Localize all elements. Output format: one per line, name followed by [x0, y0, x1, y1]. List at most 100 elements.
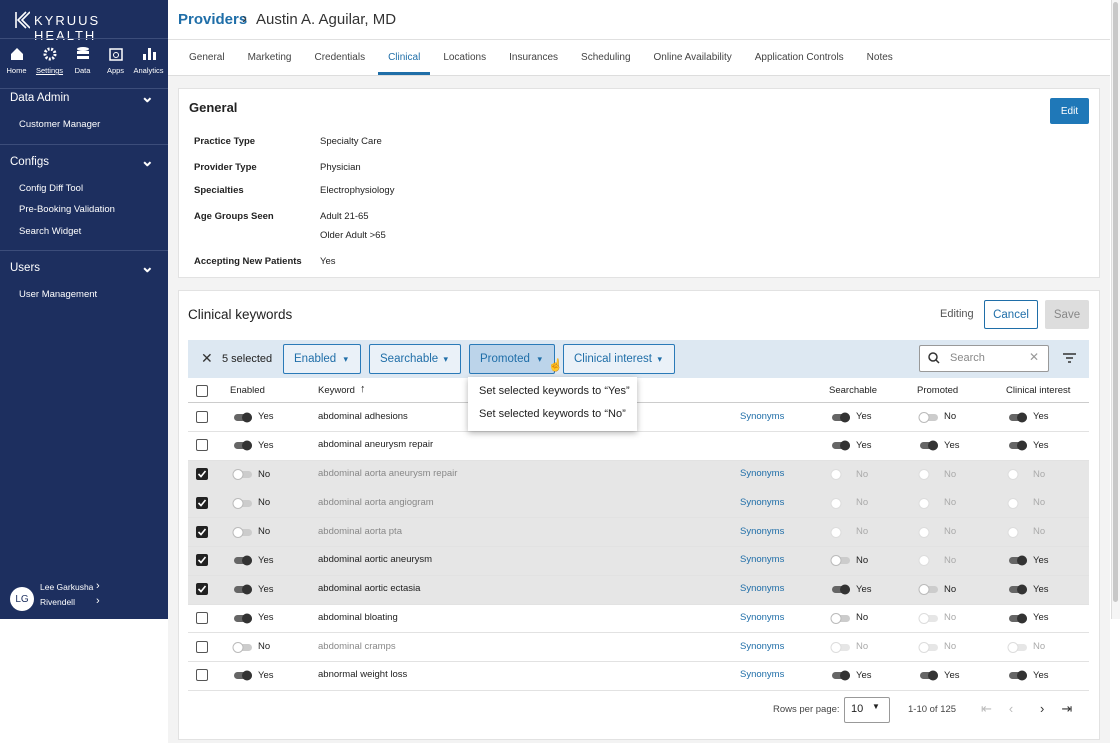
row-checkbox[interactable] [196, 669, 208, 682]
user-org[interactable]: Rivendell [40, 597, 75, 607]
tab[interactable]: Clinical [388, 52, 421, 63]
section-item[interactable]: Search Widget [19, 225, 82, 237]
enabled-toggle[interactable]: Yes [232, 611, 274, 625]
promoted-toggle[interactable]: No [918, 410, 956, 424]
user-name[interactable]: Lee Garkusha [40, 582, 94, 592]
searchable-toggle[interactable]: Yes [830, 668, 872, 682]
enabled-toggle[interactable]: No [232, 525, 270, 539]
clinical-toggle[interactable]: No [1007, 467, 1045, 481]
enabled-toggle[interactable]: No [232, 467, 270, 481]
filter-icon[interactable] [1063, 353, 1076, 363]
promoted-toggle[interactable]: No [918, 525, 956, 539]
enabled-toggle[interactable]: Yes [232, 582, 274, 596]
searchable-toggle[interactable]: No [830, 611, 868, 625]
synonyms-link[interactable]: Synonyms [740, 468, 785, 479]
tab[interactable]: Marketing [247, 52, 292, 63]
filter-button[interactable]: Promoted ▾ [469, 344, 555, 374]
searchable-toggle[interactable]: No [830, 525, 868, 539]
promoted-toggle[interactable]: No [918, 640, 956, 654]
filter-button[interactable]: Searchable ▾ [369, 344, 461, 374]
pager-back[interactable]: ⇤‹ [981, 701, 1031, 716]
column-header[interactable]: Promoted [917, 385, 959, 396]
clinical-toggle[interactable]: Yes [1007, 611, 1049, 625]
pager-forward[interactable]: ›⇥ [1040, 701, 1090, 716]
section-header[interactable]: Configs ⌄ [10, 152, 154, 170]
synonyms-link[interactable]: Synonyms [740, 583, 785, 594]
clinical-toggle[interactable]: Yes [1007, 438, 1049, 452]
cancel-button[interactable]: Cancel [984, 300, 1038, 329]
searchable-toggle[interactable]: No [830, 496, 868, 510]
promoted-toggle[interactable]: No [918, 467, 956, 481]
clinical-toggle[interactable]: No [1007, 640, 1045, 654]
row-checkbox[interactable] [196, 525, 208, 538]
tab[interactable]: Locations [443, 52, 487, 63]
row-checkbox[interactable] [196, 611, 208, 624]
section-item[interactable]: Pre-Booking Validation [19, 204, 115, 215]
clinical-toggle[interactable]: Yes [1007, 410, 1049, 424]
searchable-toggle[interactable]: Yes [830, 582, 872, 596]
enabled-toggle[interactable]: No [232, 640, 270, 654]
section-header[interactable]: Data Admin ⌄ [10, 89, 154, 106]
synonyms-link[interactable]: Synonyms [740, 554, 785, 566]
tab[interactable]: General [189, 52, 225, 63]
avatar[interactable]: LG [10, 587, 34, 611]
synonyms-link[interactable]: Synonyms [740, 640, 785, 652]
column-header[interactable]: Searchable [829, 385, 878, 396]
page-size-select[interactable] [844, 697, 890, 723]
synonyms-link[interactable]: Synonyms [740, 496, 785, 508]
row-checkbox[interactable] [196, 554, 208, 567]
enabled-toggle[interactable]: Yes [232, 438, 274, 452]
section-item[interactable]: Config Diff Tool [19, 182, 84, 194]
nav-item[interactable]: Analytics [132, 46, 165, 75]
tab[interactable]: Insurances [509, 52, 559, 63]
row-checkbox[interactable] [196, 496, 208, 509]
clinical-toggle[interactable]: Yes [1007, 668, 1049, 682]
search-box[interactable] [919, 345, 1049, 372]
synonyms-link[interactable]: Synonyms [740, 525, 785, 537]
promoted-toggle[interactable]: No [918, 582, 956, 596]
clinical-toggle[interactable]: Yes [1007, 553, 1049, 567]
tab[interactable]: Notes [866, 52, 893, 63]
section-item[interactable]: User Management [19, 289, 98, 300]
menu-item[interactable]: Set selected keywords to “Yes” [479, 385, 630, 397]
synonyms-link[interactable]: Synonyms [740, 669, 785, 681]
menu-item[interactable]: Set selected keywords to “No” [479, 408, 626, 420]
column-header[interactable]: Clinical interest [1006, 385, 1071, 396]
clinical-toggle[interactable]: No [1007, 496, 1045, 510]
section-header[interactable]: Users ⌄ [10, 259, 154, 276]
enabled-toggle[interactable]: Yes [232, 553, 274, 567]
promoted-toggle[interactable]: No [918, 611, 956, 625]
searchable-toggle[interactable]: No [830, 640, 868, 654]
synonyms-link[interactable]: Synonyms [740, 410, 785, 422]
column-header[interactable]: Enabled [230, 385, 265, 396]
promoted-toggle[interactable]: Yes [918, 668, 960, 682]
row-checkbox[interactable] [196, 583, 208, 595]
synonyms-link[interactable]: Synonyms [740, 611, 785, 623]
scrollbar[interactable] [1113, 2, 1118, 602]
nav-item[interactable]: Home [0, 46, 33, 75]
searchable-toggle[interactable]: No [830, 467, 868, 481]
promoted-toggle[interactable]: No [918, 496, 956, 510]
row-checkbox[interactable] [196, 439, 208, 452]
section-item[interactable]: Customer Manager [19, 119, 101, 130]
edit-button[interactable]: Edit [1050, 98, 1089, 124]
tab[interactable]: Scheduling [581, 52, 631, 63]
nav-item[interactable]: Data [66, 46, 99, 75]
enabled-toggle[interactable]: Yes [232, 410, 274, 424]
header-checkbox[interactable] [196, 385, 208, 397]
column-header[interactable]: Keyword [318, 385, 355, 396]
searchable-toggle[interactable]: No [830, 553, 868, 567]
promoted-toggle[interactable]: Yes [918, 438, 960, 452]
row-checkbox[interactable] [196, 410, 208, 423]
enabled-toggle[interactable]: Yes [232, 668, 274, 682]
tab[interactable]: Credentials [314, 52, 366, 63]
nav-item[interactable]: Settings [33, 46, 66, 75]
searchable-toggle[interactable]: Yes [830, 410, 872, 424]
row-checkbox[interactable] [196, 640, 208, 653]
tab[interactable]: Online Availability [653, 52, 732, 63]
clinical-toggle[interactable]: No [1007, 525, 1045, 539]
clear-selection[interactable]: ✕ [201, 350, 213, 366]
clinical-toggle[interactable]: Yes [1007, 582, 1049, 596]
breadcrumb[interactable]: Providers [178, 11, 248, 28]
sort-icon[interactable]: ↑ [360, 383, 366, 395]
